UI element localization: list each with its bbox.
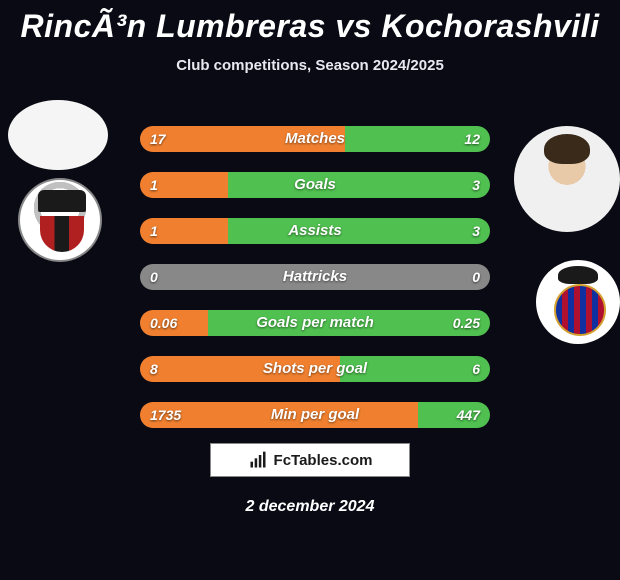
title-vs: vs bbox=[335, 8, 372, 44]
stat-row: Assists1 3 bbox=[140, 218, 490, 244]
stat-row: Goals per match0.06 0.25 bbox=[140, 310, 490, 336]
stat-value-right: 3 bbox=[472, 172, 480, 198]
player1-photo bbox=[8, 100, 108, 170]
stat-value-right: 0 bbox=[472, 264, 480, 290]
stat-row: Shots per goal8 6 bbox=[140, 356, 490, 382]
stat-label: Goals bbox=[140, 172, 490, 198]
stat-value-right: 3 bbox=[472, 218, 480, 244]
stat-label: Min per goal bbox=[140, 402, 490, 428]
stat-value-left: 1 bbox=[150, 218, 158, 244]
stat-value-left: 0.06 bbox=[150, 310, 177, 336]
stat-value-left: 17 bbox=[150, 126, 166, 152]
chart-icon bbox=[248, 450, 268, 470]
stat-label: Hattricks bbox=[140, 264, 490, 290]
date-label: 2 december 2024 bbox=[0, 498, 620, 516]
stats-bars: Matches1712Goals13Assists13Hattricks00Go… bbox=[140, 126, 490, 448]
stat-value-left: 1 bbox=[150, 172, 158, 198]
stat-label: Assists bbox=[140, 218, 490, 244]
player1-club-badge bbox=[18, 178, 102, 262]
page-title: RincÃ³n Lumbreras vs Kochorashvili bbox=[0, 0, 620, 45]
stat-value-right: 6 bbox=[472, 356, 480, 382]
stat-row: Min per goal1735 447 bbox=[140, 402, 490, 428]
stat-value-right: 447 bbox=[457, 402, 480, 428]
source-logo-text: FcTables.com bbox=[274, 452, 373, 469]
player2-photo bbox=[514, 126, 620, 232]
title-player1: RincÃ³n Lumbreras bbox=[21, 8, 326, 44]
stat-row: Matches17 12 bbox=[140, 126, 490, 152]
stat-value-left: 8 bbox=[150, 356, 158, 382]
subtitle: Club competitions, Season 2024/2025 bbox=[0, 57, 620, 74]
title-player2: Kochorashvili bbox=[381, 8, 599, 44]
stat-value-left: 1735 bbox=[150, 402, 181, 428]
player2-club-badge bbox=[536, 260, 620, 344]
stat-label: Goals per match bbox=[140, 310, 490, 336]
stat-value-right: 12 bbox=[464, 126, 480, 152]
stat-label: Shots per goal bbox=[140, 356, 490, 382]
stat-value-left: 0 bbox=[150, 264, 158, 290]
stat-value-right: 0.25 bbox=[453, 310, 480, 336]
source-logo: FcTables.com bbox=[210, 443, 410, 477]
stat-label: Matches bbox=[140, 126, 490, 152]
stat-row: Hattricks0 0 bbox=[140, 264, 490, 290]
stat-row: Goals1 3 bbox=[140, 172, 490, 198]
